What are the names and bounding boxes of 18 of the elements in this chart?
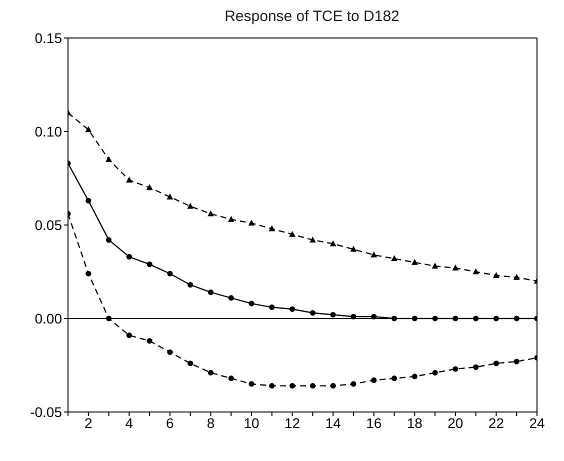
x-tick-label: 12 — [284, 414, 300, 431]
x-tick-label: 14 — [325, 414, 342, 431]
y-tick-label: -0.05 — [30, 404, 62, 420]
x-tick-label: 8 — [206, 414, 215, 431]
x-tick-label: 4 — [125, 414, 134, 431]
x-tick-label: 24 — [529, 414, 545, 431]
y-tick-label: 0.10 — [34, 123, 62, 140]
x-tick-label: 6 — [166, 414, 174, 431]
x-tick-label: 20 — [448, 414, 464, 431]
chart-title: Response of TCE to D182 — [224, 8, 400, 25]
x-tick-label: 18 — [406, 414, 423, 431]
y-tick-label: 0.05 — [34, 216, 62, 233]
x-tick-label: 22 — [488, 414, 504, 431]
y-tick-label: 0.15 — [34, 30, 62, 46]
x-tick-label: 16 — [366, 414, 382, 431]
x-tick-label: 10 — [244, 414, 260, 431]
x-tick-label: 2 — [84, 414, 92, 431]
y-tick-label: 0.00 — [34, 310, 62, 326]
